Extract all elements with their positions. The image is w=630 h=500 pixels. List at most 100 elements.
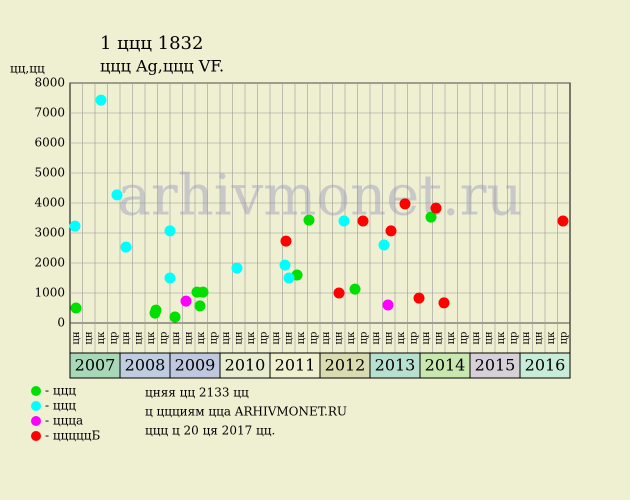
chart-title: 1 ццц 1832 — [100, 33, 203, 54]
period-label: цн — [471, 331, 482, 344]
period-label: цн — [533, 331, 544, 344]
point — [280, 235, 292, 247]
note: цняя цц 2133 цц — [145, 386, 249, 400]
point — [303, 214, 315, 226]
year-box — [169, 352, 221, 379]
year-box — [319, 352, 371, 379]
point — [164, 225, 176, 237]
period-label: цк — [296, 331, 307, 344]
legend-label: - ццц — [45, 384, 76, 398]
period-label: цн — [483, 331, 494, 344]
point — [231, 262, 243, 274]
period-label: цр — [358, 332, 369, 345]
year-label: 2013 — [375, 356, 416, 375]
period-label: цн — [371, 331, 382, 344]
period-label: цр — [308, 332, 319, 345]
period-label: цн — [321, 331, 332, 344]
year-label: 2011 — [275, 356, 316, 375]
period-label: цк — [446, 331, 457, 344]
period-label: цк — [196, 331, 207, 344]
period-label: цк — [396, 331, 407, 344]
y-tick-label: 2000 — [34, 256, 65, 270]
point — [385, 225, 397, 237]
period-label: цк — [496, 331, 507, 344]
y-tick-label: 6000 — [34, 136, 65, 150]
year-box — [69, 352, 121, 379]
point — [180, 295, 192, 307]
period-label: цр — [158, 332, 169, 345]
year-label: 2009 — [175, 356, 216, 375]
period-label: цн — [83, 331, 94, 344]
point — [399, 198, 411, 210]
period-label: цк — [346, 331, 357, 344]
period-label: цр — [108, 332, 119, 345]
chart-subtitle: ццц Ag,ццц VF. — [100, 57, 224, 76]
period-label: цн — [433, 331, 444, 344]
point — [169, 311, 181, 323]
point — [430, 202, 442, 214]
point — [69, 220, 81, 232]
legend-swatch — [31, 431, 41, 441]
period-label: цн — [421, 331, 432, 344]
period-label: цк — [246, 331, 257, 344]
year-label: 2008 — [125, 356, 166, 375]
y-axis-label: цц,цц — [10, 62, 45, 76]
period-label: цк — [546, 331, 557, 344]
y-tick-label: 7000 — [34, 106, 65, 120]
point — [438, 297, 450, 309]
year-box — [519, 352, 571, 379]
period-label: цн — [183, 331, 194, 344]
legend-label: - цццццБ — [45, 429, 100, 443]
note: ц ццциям цца ARHIVMONET.RU — [145, 405, 347, 419]
point — [95, 94, 107, 106]
year-label: 2012 — [325, 356, 366, 375]
period-label: цн — [133, 331, 144, 344]
point — [338, 215, 350, 227]
point — [333, 287, 345, 299]
y-tick-label: 0 — [57, 316, 65, 330]
year-label: 2016 — [525, 356, 566, 375]
point — [378, 239, 390, 251]
period-label: цр — [558, 332, 569, 345]
period-label: цн — [221, 331, 232, 344]
point — [164, 272, 176, 284]
period-label: цн — [271, 331, 282, 344]
period-label: цр — [508, 332, 519, 345]
period-label: цн — [233, 331, 244, 344]
point — [279, 259, 291, 271]
period-label: цн — [171, 331, 182, 344]
point — [194, 300, 206, 312]
year-box — [119, 352, 171, 379]
point — [425, 211, 437, 223]
period-label: цр — [458, 332, 469, 345]
period-label: цн — [383, 331, 394, 344]
year-label: 2015 — [475, 356, 516, 375]
point — [111, 189, 123, 201]
period-label: цк — [146, 331, 157, 344]
period-label: цр — [408, 332, 419, 345]
period-label: цн — [283, 331, 294, 344]
point — [197, 286, 209, 298]
year-label: 2007 — [75, 356, 116, 375]
y-tick-label: 8000 — [34, 76, 65, 90]
point — [357, 215, 369, 227]
period-label: цн — [71, 331, 82, 344]
point — [349, 283, 361, 295]
y-tick-label: 4000 — [34, 196, 65, 210]
y-tick-label: 5000 — [34, 166, 65, 180]
legend-label: - ццц — [45, 399, 76, 413]
period-label: цн — [121, 331, 132, 344]
period-label: цр — [208, 332, 219, 345]
legend-label: - ццца — [45, 414, 83, 428]
period-label: цк — [96, 331, 107, 344]
year-box — [369, 352, 421, 379]
point — [382, 299, 394, 311]
year-label: 2014 — [425, 356, 466, 375]
year-label: 2010 — [225, 356, 266, 375]
legend-swatch — [31, 416, 41, 426]
note: ццц ц 20 ця 2017 цц. — [145, 424, 275, 438]
period-label: цн — [521, 331, 532, 344]
point — [70, 302, 82, 314]
